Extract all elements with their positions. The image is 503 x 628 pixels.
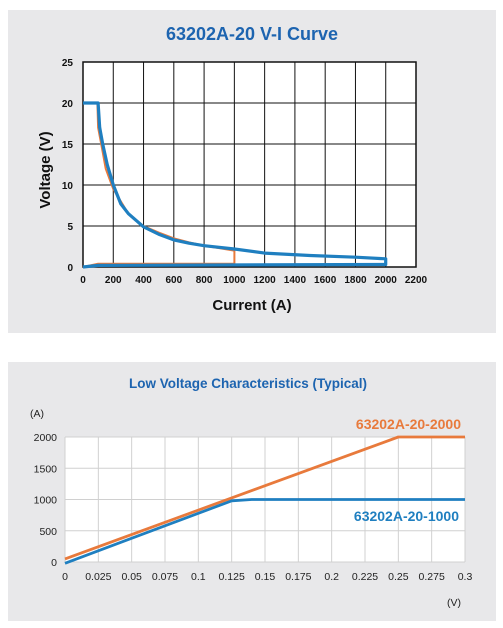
vi-curve-chart: 63202A-20 V-I Curve 0 200 400 600 800 1000 120…: [37, 24, 428, 314]
x-tick-label: 0.075: [152, 571, 178, 583]
x-tick-label: 0.125: [219, 571, 245, 583]
chart-title: 63202A-20 V-I Curve: [166, 24, 338, 44]
y-unit-label: (A): [30, 408, 44, 420]
x-tick-label: 0.175: [285, 571, 311, 583]
x-unit-label: (V): [447, 597, 461, 609]
x-tick-label: 0: [80, 275, 86, 286]
x-tick-label: 1600: [314, 275, 337, 286]
x-tick-labels: 0 0.025 0.05 0.075 0.1 0.125 0.15 0.175 0.2 0.225…: [62, 571, 472, 583]
y-axis-label: Voltage (V): [37, 131, 54, 208]
plot-area: [83, 62, 416, 267]
x-tick-labels: 0 200 400 600 800 1000 1200 1400 1600 1800 2000 220…: [80, 275, 427, 286]
series-lines: [64, 435, 465, 565]
series-lines: [82, 101, 388, 269]
series-line: [64, 498, 465, 565]
y-tick-label: 0: [51, 557, 57, 569]
y-tick-label: 500: [39, 526, 57, 538]
x-tick-label: 0: [62, 571, 68, 583]
series-label-1000: 63202A-20-1000: [354, 508, 459, 524]
x-axis-label: Current (A): [212, 297, 291, 314]
y-tick-label: 20: [62, 99, 74, 110]
y-tick-label: 1000: [34, 495, 58, 507]
plot-frame: [82, 61, 417, 268]
x-tick-label: 400: [135, 275, 152, 286]
x-tick-label: 600: [165, 275, 182, 286]
y-tick-label: 1500: [34, 463, 58, 475]
low-voltage-panel: Low Voltage Characteristics (Typical) (A…: [8, 362, 496, 621]
x-tick-label: 0.2: [324, 571, 339, 583]
x-tick-label: 2200: [405, 275, 428, 286]
y-tick-label: 5: [67, 222, 73, 233]
low-voltage-chart: Low Voltage Characteristics (Typical) (A…: [30, 376, 472, 609]
y-tick-labels: 0 500 1000 1500 2000: [34, 432, 58, 569]
y-tick-label: 10: [62, 181, 74, 192]
grid: [82, 61, 417, 268]
y-tick-labels: 0 5 10 15 20 25: [62, 58, 74, 274]
x-tick-label: 1000: [223, 275, 246, 286]
x-tick-label: 0.25: [388, 571, 409, 583]
x-tick-label: 0.025: [85, 571, 111, 583]
x-tick-label: 0.1: [191, 571, 206, 583]
x-tick-label: 0.05: [121, 571, 142, 583]
series-line: [64, 435, 465, 561]
x-tick-label: 2000: [375, 275, 398, 286]
x-tick-label: 1400: [284, 275, 307, 286]
y-tick-label: 15: [62, 140, 74, 151]
x-tick-label: 0.275: [419, 571, 445, 583]
x-tick-label: 0.3: [458, 571, 473, 583]
x-tick-label: 200: [105, 275, 122, 286]
x-tick-label: 0.225: [352, 571, 378, 583]
y-tick-label: 2000: [34, 432, 58, 444]
x-tick-label: 1800: [344, 275, 367, 286]
series-line: [82, 101, 388, 269]
x-tick-label: 1200: [254, 275, 277, 286]
y-tick-label: 0: [67, 263, 73, 274]
vi-curve-panel: 63202A-20 V-I Curve 0 200 400 600 800 1000 120…: [8, 10, 496, 333]
y-tick-label: 25: [62, 58, 74, 69]
series-label-2000: 63202A-20-2000: [356, 416, 461, 432]
x-tick-label: 800: [196, 275, 213, 286]
x-tick-label: 0.15: [255, 571, 276, 583]
chart-title: Low Voltage Characteristics (Typical): [129, 376, 367, 391]
